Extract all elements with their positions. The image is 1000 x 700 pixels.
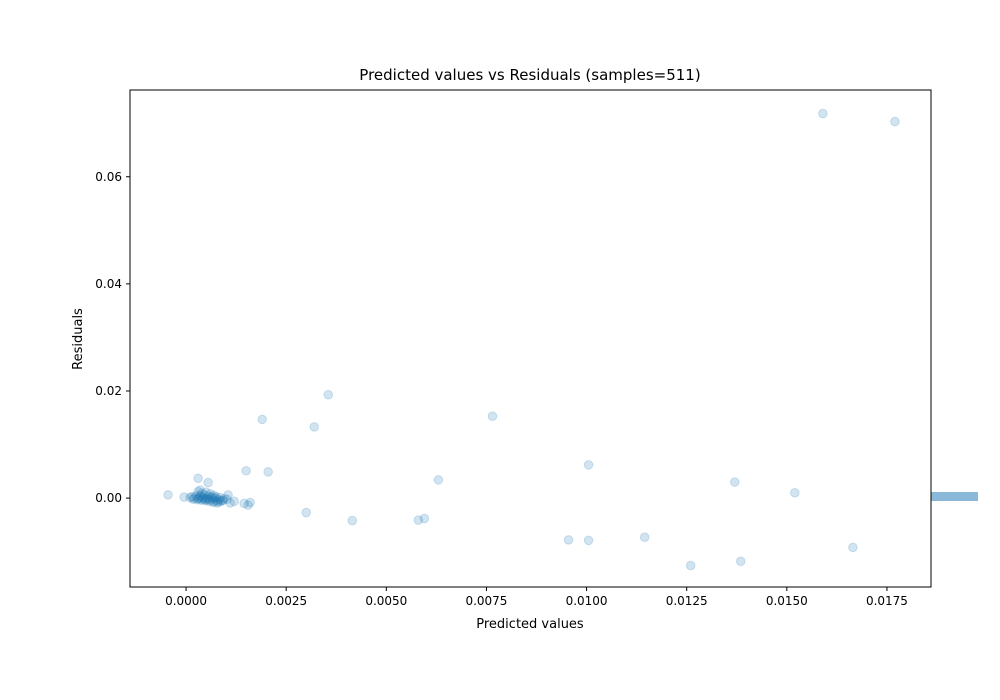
data-point [207,493,218,504]
data-point [211,492,221,502]
data-point [192,494,203,505]
data-point [225,498,235,508]
data-point [197,494,207,504]
x-tick-label: 0.0125 [666,594,708,608]
data-point [241,465,251,476]
data-point [193,493,203,504]
data-point [301,507,312,518]
y-tick-label: 0.00 [95,491,122,505]
x-tick-label: 0.0150 [766,594,808,608]
data-point [563,535,574,545]
data-point [196,495,207,506]
x-axis-label: Predicted values [476,617,584,632]
plot-frame [129,89,932,588]
data-point [195,491,206,502]
data-point [487,411,498,421]
data-point [187,491,197,502]
data-point [188,494,199,504]
data-point [213,497,223,507]
side-indicator-bar [931,492,978,501]
data-point [257,414,267,425]
data-point [239,498,249,509]
data-point [214,494,224,505]
data-point [890,116,900,127]
x-tick-label: 0.0175 [866,594,908,608]
data-point [204,496,215,507]
data-point [215,492,225,503]
data-point [790,487,800,498]
data-point [199,490,209,500]
data-point [209,496,219,507]
data-point [203,494,214,504]
data-point [583,460,594,470]
data-point [639,532,650,542]
data-point [433,475,444,485]
data-point [848,542,858,553]
data-point [685,560,696,571]
data-point [194,493,204,503]
data-point [208,497,219,508]
data-point [222,494,232,504]
data-point [189,493,199,503]
data-point [419,513,430,524]
x-tick-label: 0.0075 [465,594,507,608]
data-point [818,108,828,119]
data-point [205,489,215,499]
data-point [309,422,320,432]
x-tick-label: 0.0025 [265,594,307,608]
data-point [229,496,239,507]
data-point [217,495,227,506]
data-point [263,467,273,477]
data-point [347,515,358,526]
data-point [198,492,208,503]
data-point [245,497,255,508]
data-point [243,500,253,510]
data-point [203,477,213,488]
data-point [206,492,216,503]
chart-title: Predicted values vs Residuals (samples=5… [359,66,700,84]
data-point [193,486,203,497]
data-point [163,490,173,500]
x-tick-label: 0.0000 [165,594,207,608]
data-point [219,493,229,504]
data-point [583,535,594,546]
data-point [210,493,220,503]
data-point [203,491,213,501]
data-point [215,496,226,507]
data-point [209,490,219,501]
data-point [193,473,203,484]
y-tick-label: 0.06 [95,170,122,184]
data-point [197,488,207,499]
data-points [163,108,900,571]
data-point [729,477,740,487]
data-point [735,556,746,567]
data-point [202,493,212,503]
data-point [207,491,217,502]
y-tick-label: 0.02 [95,384,122,398]
y-axis-label: Residuals [71,308,86,370]
data-point [212,498,223,508]
data-point [413,515,424,525]
x-tick-label: 0.0100 [566,594,608,608]
data-point [199,493,210,504]
data-point [200,495,211,506]
data-point [201,494,211,505]
data-point [205,495,215,506]
x-tick-label: 0.0050 [365,594,407,608]
data-point [195,490,205,501]
data-point [191,491,201,501]
data-point [195,485,205,495]
data-point [323,389,334,400]
data-point [211,495,222,506]
axis-ticks: 0.0000 0.0025 0.0050 0.0075 0.0100 0.0125 0.01… [95,170,908,608]
y-tick-label: 0.04 [95,277,122,291]
data-point [185,492,195,503]
data-point [223,490,233,500]
data-point [179,492,189,502]
data-point [201,487,211,498]
data-point [218,495,228,506]
